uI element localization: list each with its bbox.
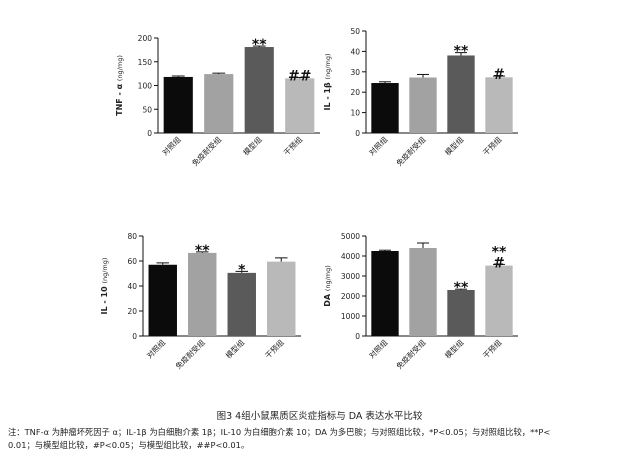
chart1-bar [285, 78, 315, 133]
chart1-bar [244, 47, 274, 133]
chart4-category-label: 对照组 [366, 337, 389, 360]
chart4-y-tick-label: 1000 [341, 312, 360, 321]
chart4-bar [485, 265, 513, 336]
chart3-category-label: 对照组 [144, 337, 167, 360]
chart1-category-label: 对照组 [160, 134, 183, 157]
chart3-significance-label: * [238, 262, 246, 278]
chart4-category-label: 模型组 [442, 337, 465, 360]
chart4-y-tick-label: 3000 [341, 272, 360, 281]
chart4-y-tick-label: 4000 [341, 252, 360, 261]
chart1-category-label: 模型组 [241, 134, 264, 157]
figure-caption: 图3 4组小鼠黑质区炎症指标与 DA 表达水平比较 [216, 411, 423, 422]
figure-note-line-1: 注：TNF-α 为肿瘤坏死因子 α；IL-1β 为白细胞介素 1β；IL-10 … [8, 427, 551, 437]
chart4-category-label: 免疫耐受组 [394, 337, 428, 371]
chart2-y-axis-label: IL - 1β (ng/mg) [323, 53, 332, 110]
chart1-y-axis-label: TNF - α (ng/mg) [115, 55, 124, 116]
chart4-bar [409, 248, 437, 336]
chart2-bar [409, 77, 437, 133]
chart1-y-tick-label: 100 [138, 82, 153, 91]
chart2-category-label: 干预组 [480, 134, 503, 157]
chart4-y-tick-label: 2000 [341, 292, 360, 301]
chart3-y-tick-label: 40 [127, 282, 137, 291]
chart2-bar [447, 55, 475, 134]
figure-note: 注：TNF-α 为肿瘤坏死因子 α；IL-1β 为白细胞介素 1β；IL-10 … [8, 426, 633, 452]
chart1-bar [204, 74, 234, 133]
chart2-bar [485, 77, 513, 133]
chart3-significance-label: ** [195, 243, 210, 259]
chart3-bar [267, 261, 296, 336]
chart3-bar [148, 264, 177, 336]
chart2-significance-label: ** [454, 44, 469, 60]
chart3-y-axis-title: IL - 10 [100, 284, 109, 315]
chart1-y-axis-unit: (ng/mg) [116, 55, 124, 81]
chart1-y-axis-title: TNF - α [115, 81, 124, 116]
chart4-category-label: 干预组 [480, 337, 503, 360]
chart2-y-tick-label: 10 [350, 109, 360, 118]
chart4-bar [447, 290, 475, 336]
chart1-significance-label: ## [288, 68, 311, 84]
chart3-bar [188, 252, 217, 336]
chart3-category-label: 模型组 [223, 337, 246, 360]
chart4-bar [371, 251, 399, 336]
chart1-y-tick-label: 150 [138, 58, 153, 67]
chart4-y-axis-label: DA (ng/mg) [323, 265, 332, 307]
chart1-bar [163, 76, 193, 133]
chart2-y-tick-label: 0 [355, 129, 360, 138]
chart2-y-axis-unit: (ng/mg) [324, 53, 332, 79]
chart3-y-axis-unit: (ng/mg) [101, 258, 109, 284]
chart3-y-tick-label: 0 [132, 332, 137, 341]
chart2-significance-label: # [493, 67, 505, 83]
chart3-y-axis-label: IL - 10 (ng/mg) [100, 258, 109, 315]
chart4-significance-label: # [493, 255, 505, 271]
chart2-y-tick-label: 40 [350, 47, 360, 56]
chart3-y-tick-label: 20 [127, 307, 137, 316]
chart4-significance-label: ** [454, 280, 469, 296]
chart2-bar [371, 83, 399, 133]
chart2-category-label: 模型组 [442, 134, 465, 157]
chart3-category-label: 免疫耐受组 [173, 337, 207, 371]
chart4-y-tick-label: 0 [355, 332, 360, 341]
chart2-y-tick-label: 30 [350, 68, 360, 77]
figure-note-line-2: 0.01；与模型组比较，#P<0.05；与模型组比较，##P<0.01。 [8, 440, 250, 450]
chart3-y-tick-label: 80 [127, 232, 137, 241]
chart4-y-axis-title: DA [323, 291, 332, 307]
chart4-y-tick-label: 5000 [341, 232, 360, 241]
chart1-significance-label: ** [252, 37, 267, 53]
chart2-y-axis-title: IL - 1β [323, 79, 332, 110]
chart2-category-label: 对照组 [366, 134, 389, 157]
chart3-bar [227, 272, 256, 336]
chart2-y-tick-label: 20 [350, 88, 360, 97]
chart1-category-label: 干预组 [281, 134, 304, 157]
chart4-significance-label: ** [492, 244, 507, 260]
chart1-y-tick-label: 50 [142, 105, 152, 114]
chart3-y-tick-label: 60 [127, 257, 137, 266]
chart3-category-label: 干预组 [263, 337, 286, 360]
chart2-y-tick-label: 50 [350, 27, 360, 36]
chart4-y-axis-unit: (ng/mg) [324, 265, 332, 291]
chart1-category-label: 免疫耐受组 [190, 134, 224, 168]
chart1-y-tick-label: 0 [147, 129, 152, 138]
chart2-category-label: 免疫耐受组 [394, 134, 428, 168]
chart1-y-tick-label: 200 [138, 34, 153, 43]
